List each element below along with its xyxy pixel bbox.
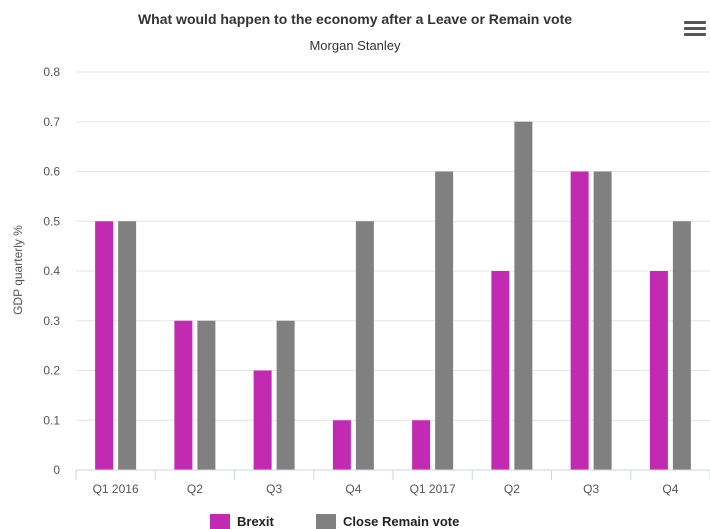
bar-brexit [253, 370, 272, 470]
bar-close-remain-vote [276, 320, 295, 470]
y-tick-label: 0.4 [43, 264, 60, 278]
legend: Brexit Close Remain vote [210, 514, 459, 529]
x-tick-label: Q4 [662, 482, 678, 496]
gridlines [76, 71, 710, 421]
x-tick-label: Q3 [583, 482, 599, 496]
y-tick-label: 0.2 [43, 364, 60, 378]
bar-brexit [570, 171, 589, 470]
x-axis: Q1 2016 Q2 Q3 Q4 Q1 2017 Q2 Q3 Q4 [75, 469, 710, 496]
legend-swatch [316, 514, 336, 529]
bar-brexit [491, 271, 510, 470]
bar-brexit [95, 221, 114, 470]
y-tick-label: 0.6 [43, 165, 60, 179]
bar-close-remain-vote [197, 320, 216, 470]
y-tick-label: 0.7 [43, 115, 60, 129]
bars [95, 121, 691, 470]
y-tick-label: 0.1 [43, 413, 60, 427]
x-tick-label: Q2 [504, 482, 520, 496]
bar-brexit [412, 420, 431, 470]
bar-close-remain-vote [672, 221, 691, 470]
legend-label: Brexit [237, 514, 275, 529]
bar-close-remain-vote [355, 221, 374, 470]
bar-brexit [174, 320, 193, 470]
bar-close-remain-vote [514, 121, 533, 470]
x-tick-label: Q3 [266, 482, 282, 496]
y-tick-label: 0 [53, 463, 60, 477]
chart-subtitle: Morgan Stanley [309, 38, 401, 53]
hamburger-menu-icon [684, 21, 706, 36]
x-tick-label: Q1 2016 [93, 482, 139, 496]
y-axis-ticks: 0 0.1 0.2 0.3 0.4 0.5 0.6 0.7 0.8 [43, 65, 60, 477]
chart-menu-button[interactable] [680, 16, 706, 38]
x-tick-label: Q2 [187, 482, 203, 496]
y-tick-label: 0.3 [43, 314, 60, 328]
x-tick-label: Q1 2017 [410, 482, 456, 496]
y-tick-label: 0.5 [43, 214, 60, 228]
y-axis-title: GDP quarterly % [11, 225, 25, 315]
y-tick-label: 0.8 [43, 65, 60, 79]
legend-label: Close Remain vote [343, 514, 459, 529]
bar-close-remain-vote [593, 171, 612, 470]
bar-brexit [649, 271, 668, 470]
bar-close-remain-vote [118, 221, 137, 470]
bar-close-remain-vote [435, 171, 454, 470]
chart-title: What would happen to the economy after a… [138, 11, 572, 27]
legend-swatch [210, 514, 230, 529]
bar-brexit [332, 420, 351, 470]
legend-item-close-remain-vote: Close Remain vote [316, 514, 459, 529]
legend-item-brexit: Brexit [210, 514, 275, 529]
x-tick-label: Q4 [345, 482, 361, 496]
